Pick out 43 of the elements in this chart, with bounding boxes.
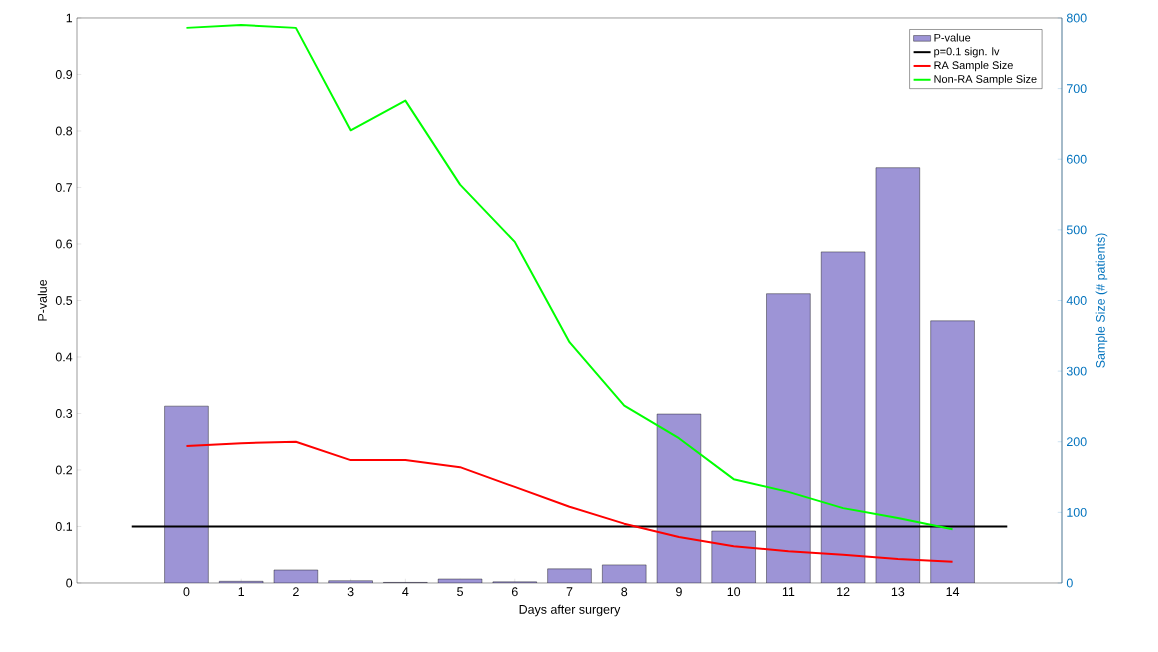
x-tick-label: 10 <box>727 587 741 597</box>
y-tick-label: 0.1 <box>55 522 73 531</box>
y-tick-label: 0.4 <box>55 352 73 362</box>
x-tick-label: 13 <box>891 587 905 597</box>
legend-label: Non-RA Sample Size <box>934 74 1037 86</box>
legend-label: RA Sample Size <box>934 61 1013 72</box>
y2-tick-label: 800 <box>1066 13 1087 23</box>
legend-label: p=0.1 sign. lv <box>934 47 1000 58</box>
y2-tick-label: 600 <box>1066 154 1087 164</box>
y2-axis-title: Sample Size (# patients) <box>1095 233 1108 368</box>
x-tick-label: 14 <box>946 587 960 596</box>
y-tick-label: 0.6 <box>55 239 73 249</box>
x-tick-label: 5 <box>457 587 464 597</box>
x-axis-title: Days after surgery <box>519 604 621 617</box>
y2-tick-label: 0 <box>1066 578 1073 588</box>
y-tick-label: 1 <box>66 13 73 23</box>
x-tick-label: 11 <box>782 587 795 596</box>
y-tick-label: 0.3 <box>55 409 73 418</box>
line-series <box>185 440 954 563</box>
x-tick-label: 12 <box>837 587 850 597</box>
x-tick-label: 9 <box>676 587 682 597</box>
y-tick-label: 0.2 <box>55 465 73 475</box>
y2-tick-label: 300 <box>1066 366 1087 376</box>
y2-tick-label: 200 <box>1066 437 1087 447</box>
x-tick-label: 3 <box>347 587 354 597</box>
y-tick-label: 0.8 <box>55 126 73 136</box>
x-tick-label: 1 <box>238 587 245 596</box>
y2-tick-label: 100 <box>1067 507 1087 517</box>
legend-label: P-value <box>934 33 971 42</box>
y2-tick-label: 700 <box>1067 84 1087 94</box>
y-tick-label: 0.7 <box>55 183 73 192</box>
y-axis-title: P-value <box>37 279 47 321</box>
x-tick-label: 4 <box>402 587 409 596</box>
x-tick-label: 6 <box>511 587 518 597</box>
x-tick-label: 7 <box>566 587 573 596</box>
y2-tick-label: 400 <box>1066 296 1087 305</box>
y-tick-label: 0.9 <box>55 70 73 79</box>
y2-tick-label: 500 <box>1066 225 1087 235</box>
x-tick-label: 0 <box>183 587 190 597</box>
x-tick-label: 2 <box>293 587 299 597</box>
y-tick-label: 0.5 <box>55 296 73 305</box>
y-tick-label: 0 <box>66 578 73 588</box>
x-tick-label: 8 <box>621 587 628 597</box>
